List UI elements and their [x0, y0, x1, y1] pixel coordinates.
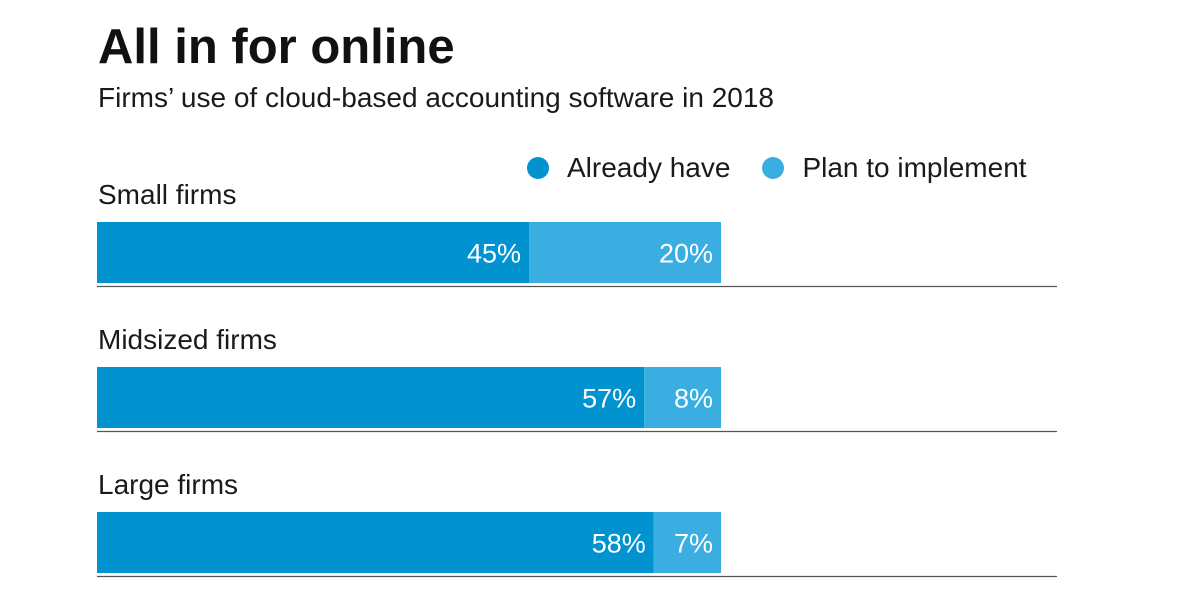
- bar-group-small-firms: Small firms 45% 20%: [97, 179, 1057, 288]
- bar-group-large-firms: Large firms 58% 7%: [97, 469, 1057, 578]
- chart-subtitle: Firms’ use of cloud-based accounting sof…: [98, 82, 774, 113]
- legend-dot-already-have: [527, 157, 549, 179]
- legend-item-already-have: Already have: [527, 152, 730, 184]
- chart-title: All in for online: [98, 20, 455, 74]
- value-label-small-firms-plan-to-implement: 20%: [659, 239, 713, 269]
- value-label-large-firms-plan-to-implement: 7%: [674, 529, 713, 559]
- bar-midsized-firms-plan-to-implement: [644, 367, 721, 428]
- bar-small-firms-plan-to-implement: [529, 222, 721, 283]
- category-label-large-firms: Large firms: [98, 469, 238, 500]
- value-label-midsized-firms-already-have: 57%: [582, 384, 636, 414]
- bar-midsized-firms-already-have: [97, 367, 645, 428]
- legend: Already have Plan to implement: [527, 151, 1027, 185]
- category-label-midsized-firms: Midsized firms: [98, 324, 277, 355]
- legend-dot-plan-to-implement: [762, 157, 785, 179]
- legend-label-plan-to-implement: Plan to implement: [802, 152, 1027, 183]
- value-label-large-firms-already-have: 58%: [592, 529, 646, 559]
- bar-large-firms-already-have: [97, 512, 654, 573]
- category-label-small-firms: Small firms: [98, 179, 236, 210]
- legend-item-plan-to-implement: Plan to implement: [762, 152, 1027, 184]
- bar-large-firms-plan-to-implement: [653, 512, 721, 573]
- bar-group-midsized-firms: Midsized firms 57% 8%: [97, 324, 1057, 433]
- value-label-midsized-firms-plan-to-implement: 8%: [674, 384, 713, 414]
- bar-small-firms-already-have: [97, 222, 529, 283]
- legend-label-already-have: Already have: [567, 152, 731, 183]
- value-label-small-firms-already-have: 45%: [467, 239, 521, 269]
